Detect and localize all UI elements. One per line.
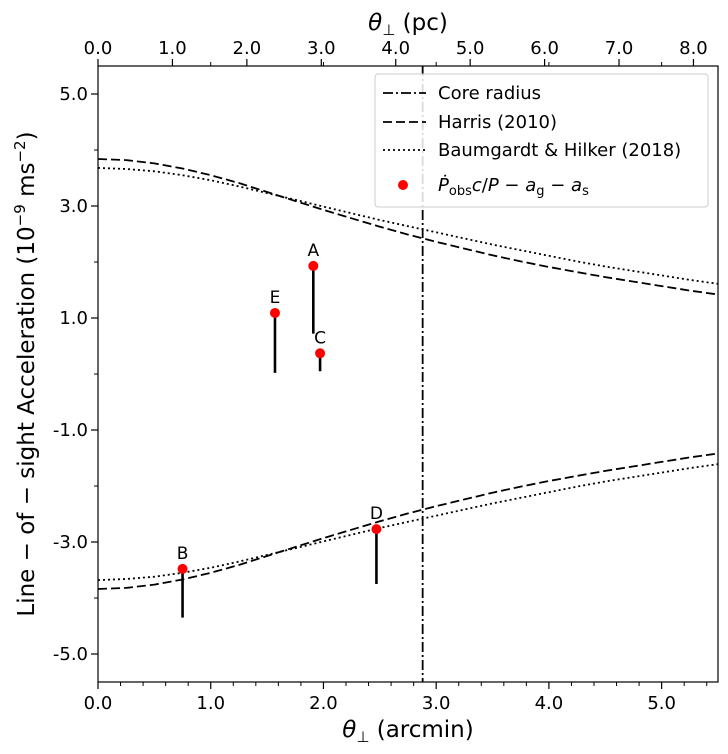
point-c — [315, 348, 326, 359]
model-curves — [98, 158, 718, 590]
y-tick-label: -1.0 — [53, 420, 88, 441]
x-tick-label: 4.0 — [535, 693, 564, 714]
top-tick-label: 3.0 — [307, 38, 336, 59]
legend-label-dashdot: Core radius — [438, 83, 541, 104]
harris-lower-curve — [98, 452, 718, 590]
legend-label-dashed: Harris (2010) — [438, 112, 557, 133]
top-tick-label: 4.0 — [381, 38, 410, 59]
baumgardt-upper-curve — [98, 167, 718, 285]
point-d — [371, 524, 382, 535]
baumgardt-lower-curve — [98, 463, 718, 581]
y-axis-label: Line − of − sight Acceleration (10−9 ms−… — [11, 131, 40, 616]
point-e — [269, 307, 280, 318]
point-b — [177, 563, 188, 574]
point-a — [308, 260, 319, 271]
data-points: A B C D E — [177, 241, 383, 618]
point-label-c: C — [314, 328, 326, 348]
y-tick-label: -3.0 — [53, 532, 88, 553]
x-tick-label: 1.0 — [196, 693, 225, 714]
point-label-b: B — [177, 544, 189, 564]
legend-label-dotted: Baumgardt & Hilker (2018) — [438, 140, 681, 161]
top-tick-label: 6.0 — [530, 38, 559, 59]
point-label-e: E — [270, 288, 281, 308]
x-axis-label: θ⊥ (arcmin) — [342, 717, 473, 746]
y-tick-label: -5.0 — [53, 644, 88, 665]
x-tick-label: 0.0 — [84, 693, 113, 714]
point-label-d: D — [370, 504, 383, 524]
y-tick-label: 1.0 — [59, 308, 88, 329]
top-tick-label: 8.0 — [679, 38, 708, 59]
top-tick-label: 5.0 — [456, 38, 485, 59]
x-tick-label: 2.0 — [309, 693, 338, 714]
y-tick-label: 3.0 — [59, 196, 88, 217]
top-axis-label: θ⊥ (pc) — [368, 10, 448, 39]
point-label-a: A — [307, 241, 319, 261]
top-tick-label: 1.0 — [158, 38, 187, 59]
harris-upper-curve — [98, 158, 718, 296]
top-tick-label: 2.0 — [233, 38, 262, 59]
top-tick-label: 0.0 — [84, 38, 113, 59]
y-tick-label: 5.0 — [59, 84, 88, 105]
legend-marker-symbol — [398, 180, 408, 190]
legend-box — [374, 73, 709, 208]
x-tick-label: 5.0 — [647, 693, 676, 714]
axes: 0.0 1.0 2.0 3.0 4.0 5.0 -5.0 -3.0 -1.0 1.0 3.0 5.0 0… — [53, 38, 719, 714]
top-tick-label: 7.0 — [605, 38, 634, 59]
x-tick-label: 3.0 — [422, 693, 451, 714]
legend: Core radius Harris (2010) Baumgardt & Hilk… — [374, 73, 709, 208]
